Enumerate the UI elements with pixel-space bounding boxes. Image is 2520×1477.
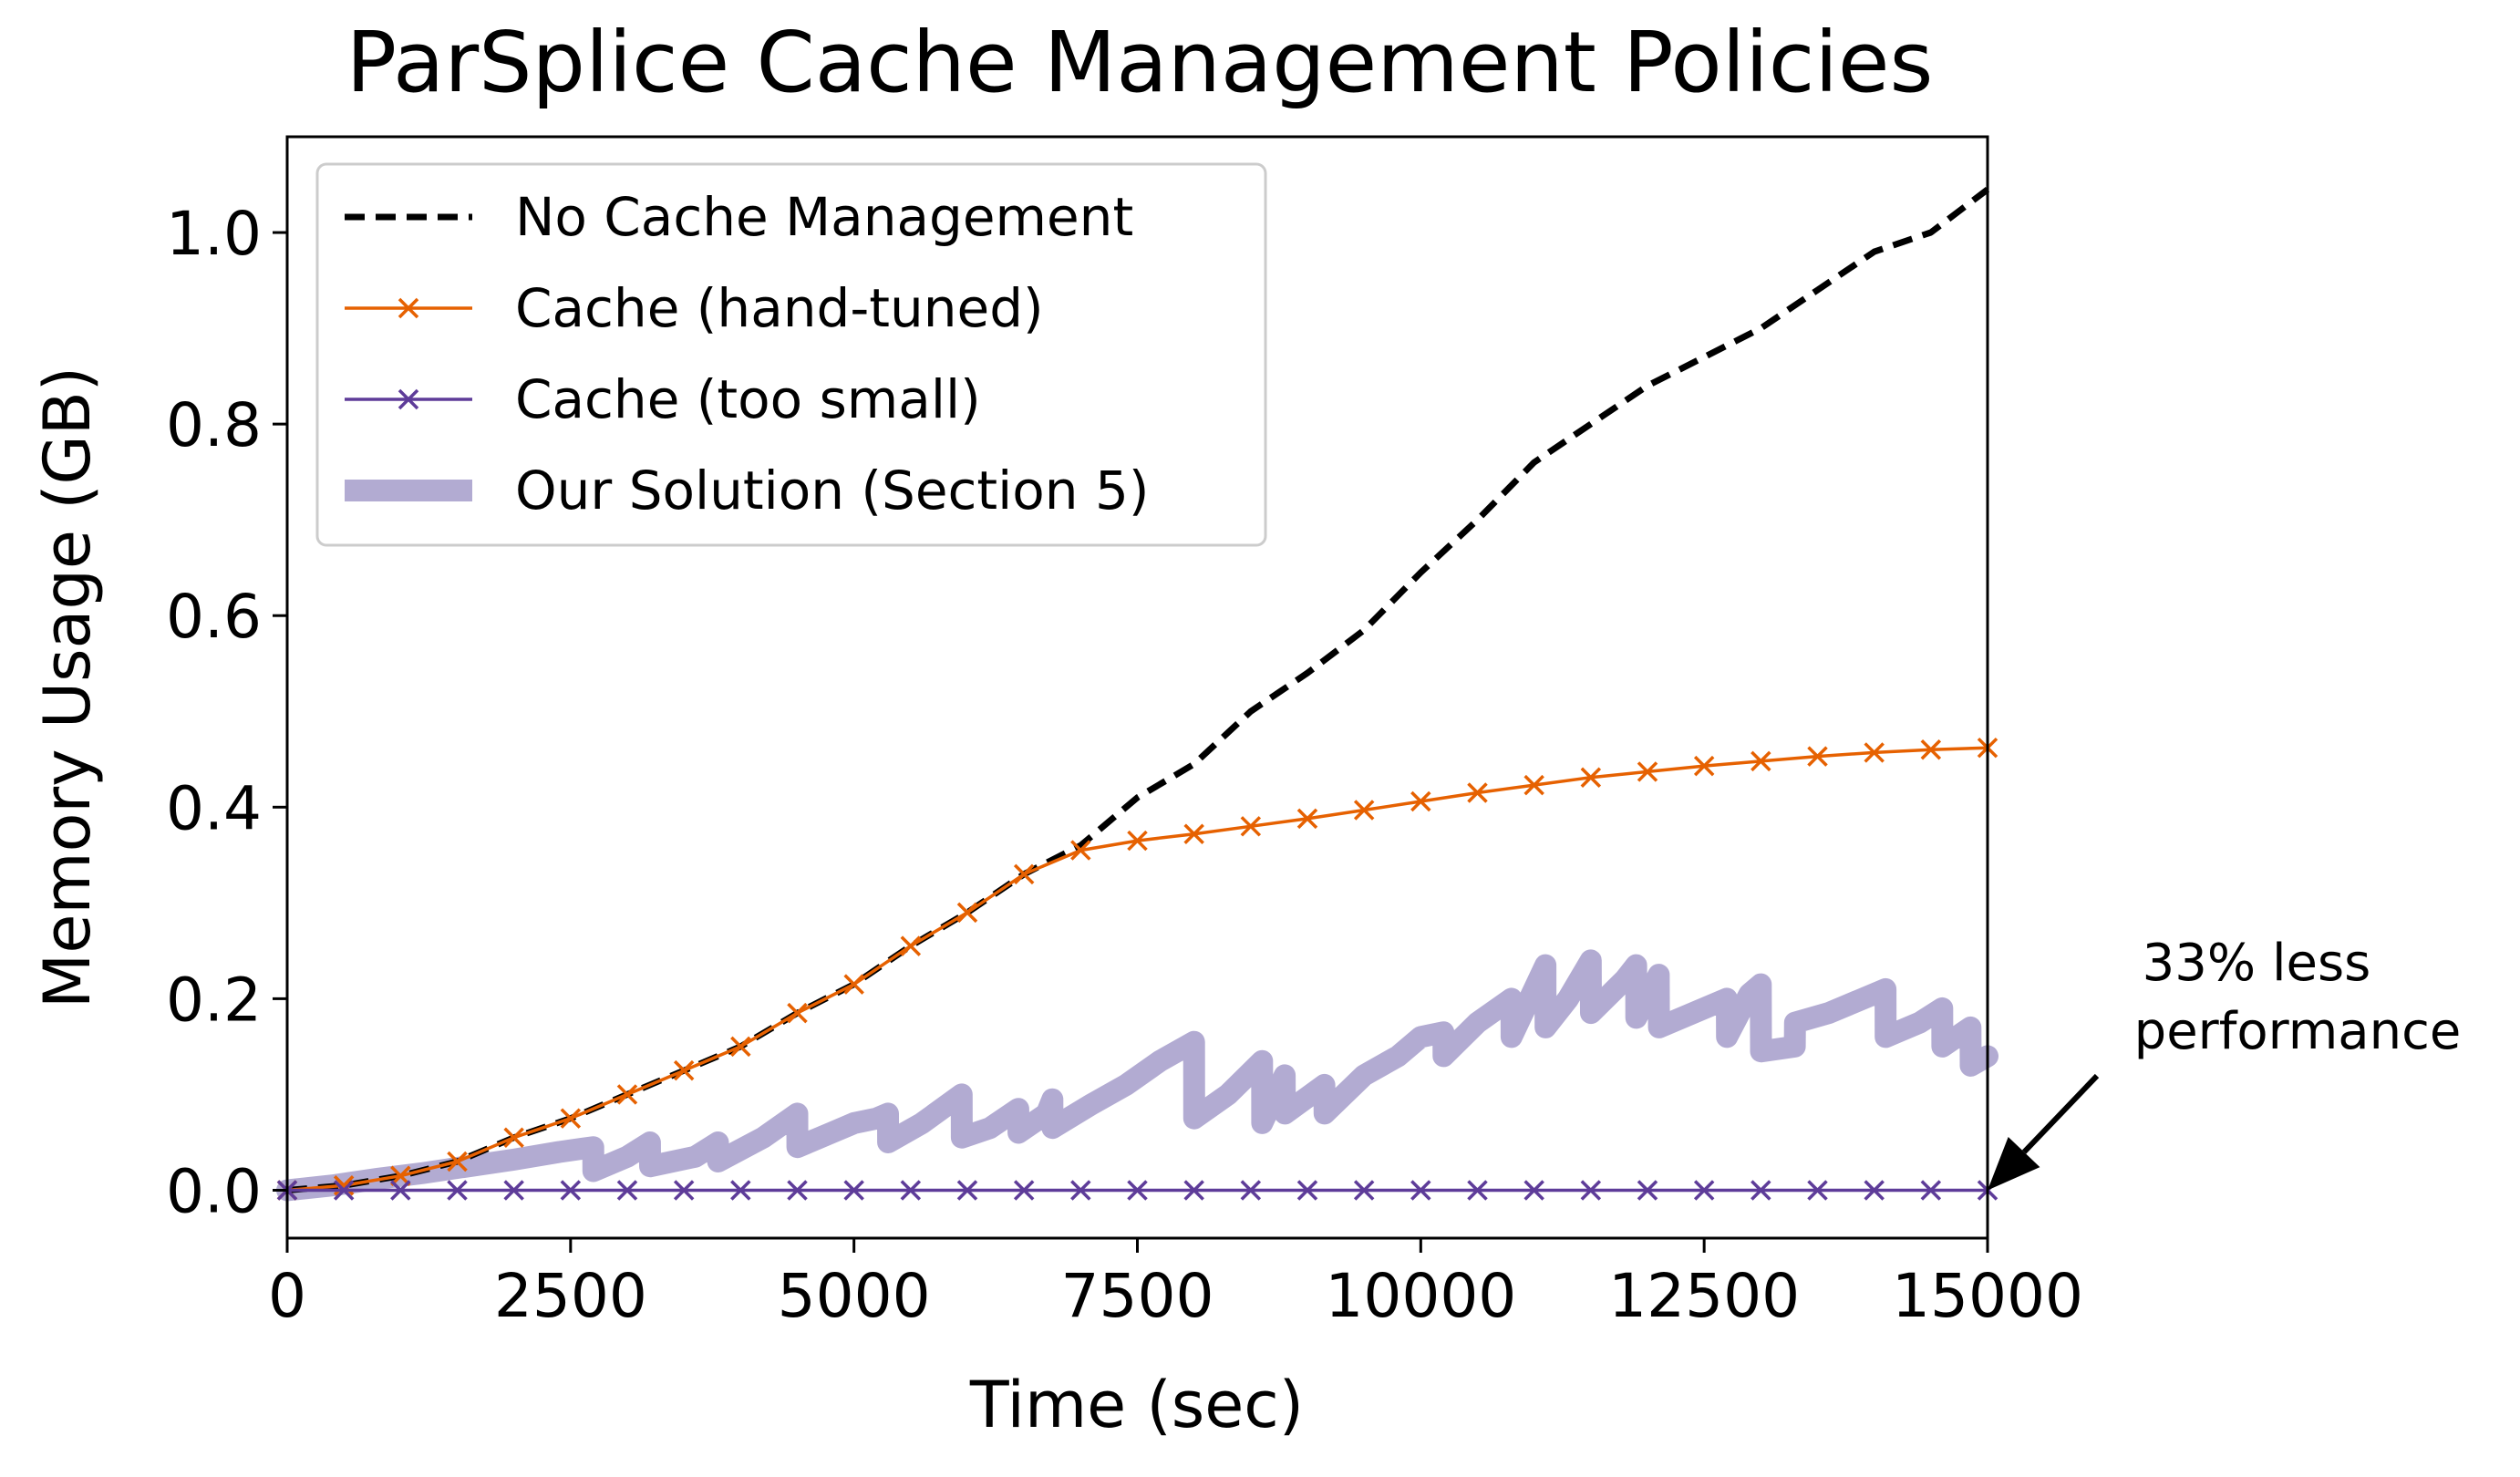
legend: No Cache Management Cache (hand-tuned) Cac… — [315, 162, 1267, 547]
data-point — [503, 1127, 524, 1148]
data-point — [900, 1180, 922, 1201]
data-point — [787, 1002, 808, 1024]
data-point — [1013, 863, 1035, 885]
data-point — [1467, 782, 1488, 803]
x-tick-label: 10000 — [1325, 1261, 1516, 1331]
legend-frame — [315, 162, 1267, 547]
data-point — [1864, 742, 1885, 763]
chart-title: ParSplice Cache Management Policies — [346, 14, 1934, 111]
data-point — [1296, 808, 1318, 830]
data-point — [1296, 1180, 1318, 1201]
data-point — [1467, 1180, 1488, 1201]
data-point — [333, 1180, 355, 1201]
data-point — [616, 1084, 638, 1105]
series-layer — [276, 187, 1998, 1202]
y-axis-label: Memory Usage (GB) — [30, 367, 105, 1008]
legend-label: No Cache Management — [515, 186, 1133, 248]
data-point — [1070, 1180, 1091, 1201]
series-line-our-solution-section-5 — [276, 949, 1998, 1202]
data-point — [1637, 761, 1658, 782]
data-point — [1920, 1180, 1942, 1201]
data-point — [447, 1180, 468, 1201]
data-point — [1693, 1180, 1715, 1201]
legend-label: Cache (hand-tuned) — [515, 277, 1044, 339]
data-point — [900, 935, 922, 956]
data-point — [1523, 774, 1544, 796]
data-point — [1920, 739, 1942, 760]
data-point — [1127, 1180, 1148, 1201]
data-point — [1240, 1180, 1262, 1201]
data-point — [1751, 750, 1771, 772]
y-tick-label: 1.0 — [166, 199, 262, 269]
data-point — [1693, 755, 1715, 777]
data-point — [1637, 1180, 1658, 1201]
data-point — [1353, 800, 1375, 821]
y-tick-label: 0.8 — [166, 390, 262, 460]
legend-label: Our Solution (Section 5) — [515, 460, 1150, 522]
x-axis: 0 2500 5000 7500 10000 12500 15000 — [268, 1238, 2083, 1331]
data-point — [1013, 1180, 1035, 1201]
legend-item-no-cache-management: No Cache Management — [345, 186, 1133, 248]
annotation-arrow-head — [1988, 1137, 2040, 1191]
data-point — [1410, 790, 1431, 812]
annotation-line-1: 33% less — [2143, 934, 2371, 993]
x-tick-label: 0 — [268, 1261, 306, 1331]
data-point — [673, 1059, 695, 1081]
data-point — [1807, 1180, 1828, 1201]
data-point — [843, 1180, 864, 1201]
data-point — [560, 1180, 582, 1201]
x-tick-label: 5000 — [778, 1261, 931, 1331]
y-tick-label: 0.2 — [166, 965, 262, 1035]
data-point — [787, 1180, 808, 1201]
data-point — [616, 1180, 638, 1201]
legend-item-cache-hand-tuned: Cache (hand-tuned) — [345, 277, 1044, 339]
y-axis: 0.0 0.2 0.4 0.6 0.8 1.0 — [166, 199, 287, 1226]
y-tick-label: 0.4 — [166, 773, 262, 843]
data-point — [447, 1151, 468, 1172]
legend-items: No Cache Management Cache (hand-tuned) Cac… — [345, 186, 1150, 522]
x-tick-label: 2500 — [494, 1261, 647, 1331]
x-tick-label: 15000 — [1892, 1261, 2083, 1331]
data-point — [956, 1180, 978, 1201]
data-point — [730, 1180, 751, 1201]
data-point — [1183, 1180, 1204, 1201]
data-point — [1353, 1180, 1375, 1201]
data-point — [843, 974, 864, 995]
data-point — [673, 1180, 695, 1201]
x-tick-label: 7500 — [1061, 1261, 1214, 1331]
x-tick-label: 12500 — [1608, 1261, 1800, 1331]
data-point — [1580, 767, 1602, 788]
annotation-arrow-line — [2021, 1073, 2100, 1154]
data-point — [730, 1036, 751, 1058]
data-point — [1807, 746, 1828, 767]
y-tick-label: 0.6 — [166, 582, 262, 652]
x-axis-label: Time (sec) — [969, 1368, 1304, 1442]
legend-item-our-solution-section-5: Our Solution (Section 5) — [345, 460, 1150, 522]
data-point — [1240, 816, 1262, 837]
data-point — [390, 1180, 411, 1201]
data-point — [1410, 1180, 1431, 1201]
data-point — [1070, 840, 1091, 861]
legend-item-cache-too-small: Cache (too small) — [345, 368, 981, 430]
legend-label: Cache (too small) — [515, 368, 981, 430]
data-point — [1580, 1180, 1602, 1201]
data-point — [1523, 1180, 1544, 1201]
data-point — [1127, 830, 1148, 852]
annotation-line-2: performance — [2134, 1002, 2462, 1061]
data-point — [956, 902, 978, 924]
data-point — [560, 1108, 582, 1129]
annotation: 33% less performance — [1988, 934, 2461, 1191]
data-point — [1751, 1180, 1771, 1201]
data-point — [1864, 1180, 1885, 1201]
data-point — [1183, 823, 1204, 844]
data-point — [503, 1180, 524, 1201]
y-tick-label: 0.0 — [166, 1156, 262, 1226]
